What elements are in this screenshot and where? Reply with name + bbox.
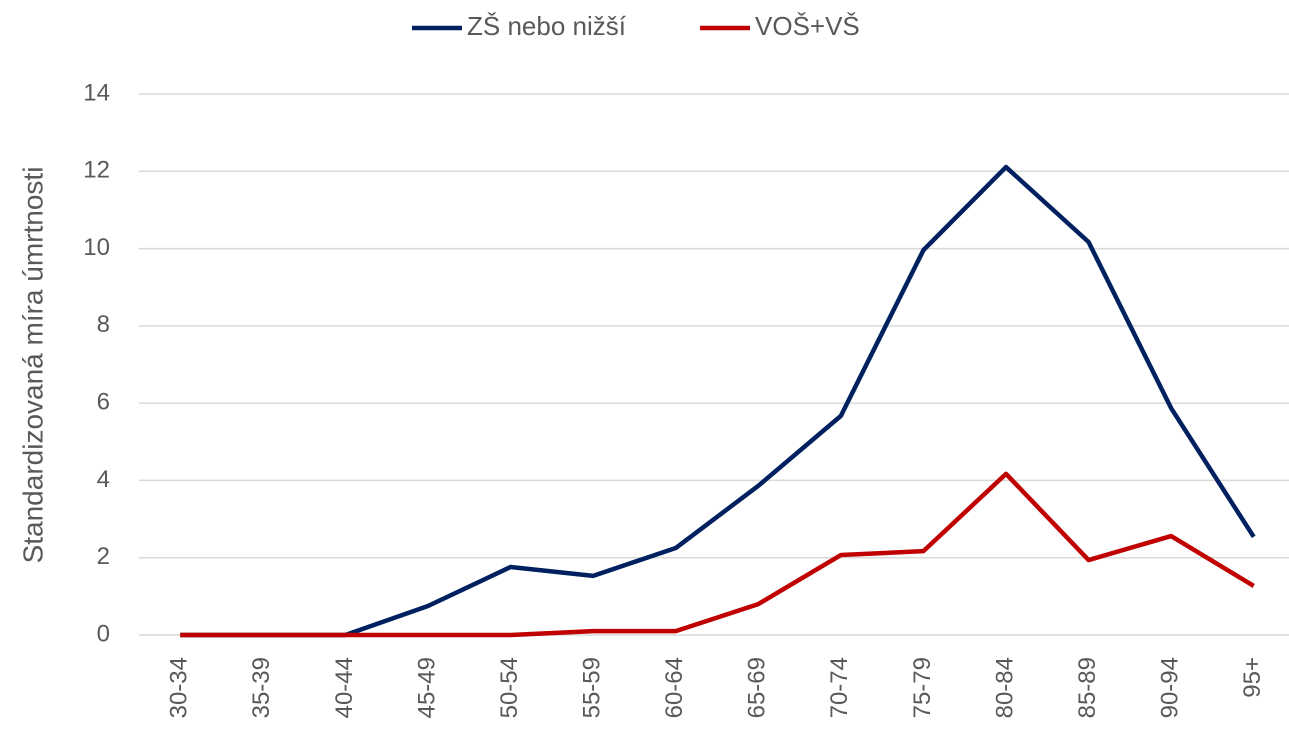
x-tick-label: 75-79 <box>909 657 936 718</box>
x-tick-label: 60-64 <box>661 657 688 718</box>
x-tick-label: 65-69 <box>744 657 771 718</box>
x-tick-label: 45-49 <box>413 657 440 718</box>
y-tick-label: 6 <box>97 388 110 415</box>
x-tick-label: 35-39 <box>248 657 275 718</box>
x-tick-label: 50-54 <box>496 657 523 718</box>
y-tick-label: 2 <box>97 543 110 570</box>
x-tick-label: 55-59 <box>578 657 605 718</box>
y-tick-label: 0 <box>97 620 110 647</box>
x-tick-label: 85-89 <box>1074 657 1101 718</box>
x-tick-label: 40-44 <box>331 657 358 718</box>
x-tick-label: 95+ <box>1239 657 1266 698</box>
x-tick-label: 80-84 <box>991 657 1018 718</box>
x-tick-label: 90-94 <box>1156 657 1183 718</box>
legend-label: ZŠ nebo nižší <box>467 11 627 41</box>
y-axis-label: Standardizovaná míra úmrtnosti <box>17 167 48 564</box>
y-tick-label: 14 <box>83 79 110 106</box>
line-series <box>180 164 1256 638</box>
x-tick-label: 30-34 <box>166 657 193 718</box>
legend-label: VOŠ+VŠ <box>755 11 860 41</box>
y-tick-label: 12 <box>83 157 110 184</box>
y-tick-label: 8 <box>97 311 110 338</box>
x-tick-label: 70-74 <box>826 657 853 718</box>
y-tick-label: 10 <box>83 234 110 261</box>
line-series <box>180 471 1255 638</box>
y-tick-label: 4 <box>97 466 110 493</box>
